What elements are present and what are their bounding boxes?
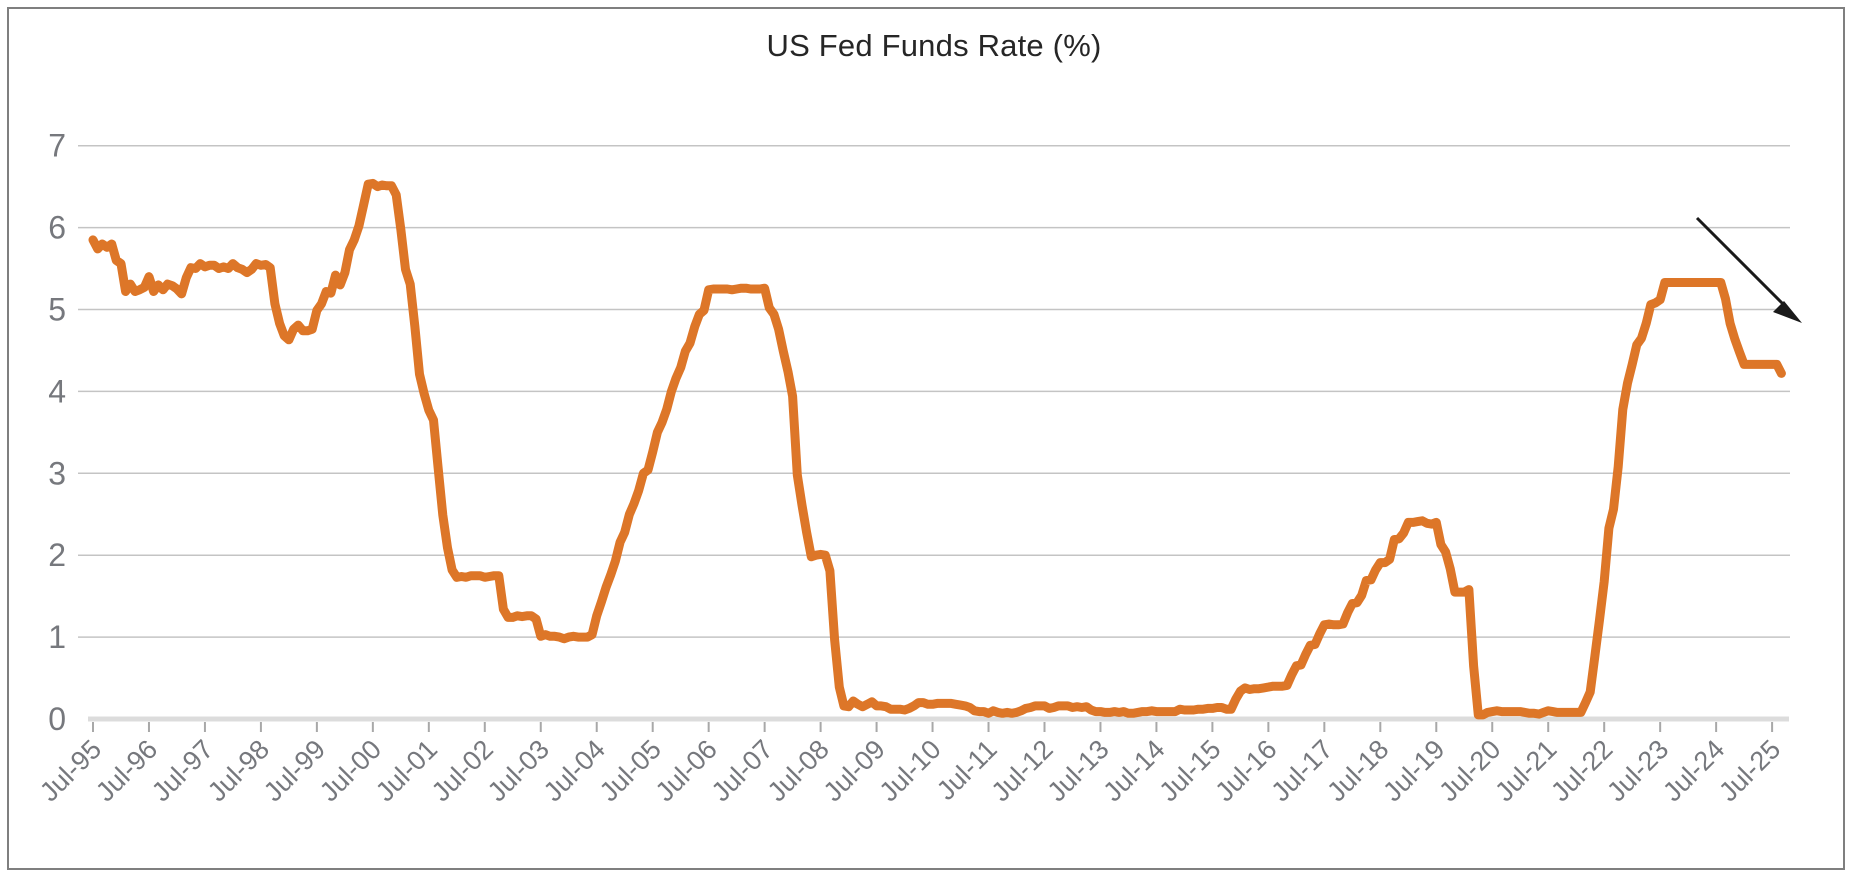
x-tick-label: Jul-07 [706,734,779,807]
y-tick-label: 5 [48,292,66,328]
x-tick-label: Jul-14 [1097,734,1170,807]
x-tick-label: Jul-95 [34,734,107,807]
y-tick-label: 7 [48,128,66,164]
x-tick-label: Jul-20 [1433,734,1506,807]
x-tick-label: Jul-01 [370,734,443,807]
x-tick-label: Jul-15 [1153,734,1226,807]
x-tick-label: Jul-06 [650,734,723,807]
trend-arrow-shaft [1695,216,1788,309]
x-tick-label: Jul-23 [1601,734,1674,807]
x-tick-label: Jul-05 [594,734,667,807]
y-tick-label: 4 [48,373,66,409]
x-tick-label: Jul-11 [931,734,1003,806]
y-tick-label: 6 [48,210,66,246]
x-tick-label: Jul-13 [1041,734,1114,807]
x-tick-label: Jul-03 [482,734,555,807]
x-tick-label: Jul-09 [818,734,891,807]
x-tick-label: Jul-22 [1545,734,1618,807]
chart-title: US Fed Funds Rate (%) [766,28,1102,63]
y-tick-label: 3 [48,455,66,491]
y-tick-label: 2 [48,537,66,573]
x-tick-label: Jul-08 [762,734,835,807]
trend-arrow-icon [1695,216,1802,323]
y-tick-label: 1 [48,619,66,655]
x-tick-label: Jul-16 [1209,734,1282,807]
x-tick-label: Jul-96 [90,734,163,807]
x-tick-label: Jul-97 [146,734,219,807]
x-axis-line [88,716,1789,722]
x-tick-label: Jul-04 [538,734,611,807]
x-tick-label: Jul-19 [1377,734,1450,807]
trend-arrow-head [1773,301,1802,323]
rate-line [88,178,1786,720]
x-tick-label: Jul-21 [1489,734,1562,807]
x-tick-label: Jul-24 [1657,734,1730,807]
x-tick-label: Jul-10 [874,734,947,807]
x-tick-label: Jul-12 [986,734,1059,807]
x-tick-label: Jul-00 [314,734,387,807]
y-tick-label: 0 [48,701,66,737]
x-tick-label: Jul-25 [1713,734,1786,807]
x-tick-label: Jul-98 [202,734,275,807]
x-tick-label: Jul-17 [1265,734,1338,807]
x-tick-label: Jul-02 [426,734,499,807]
x-tick-label: Jul-18 [1321,734,1394,807]
x-tick-label: Jul-99 [258,734,331,807]
